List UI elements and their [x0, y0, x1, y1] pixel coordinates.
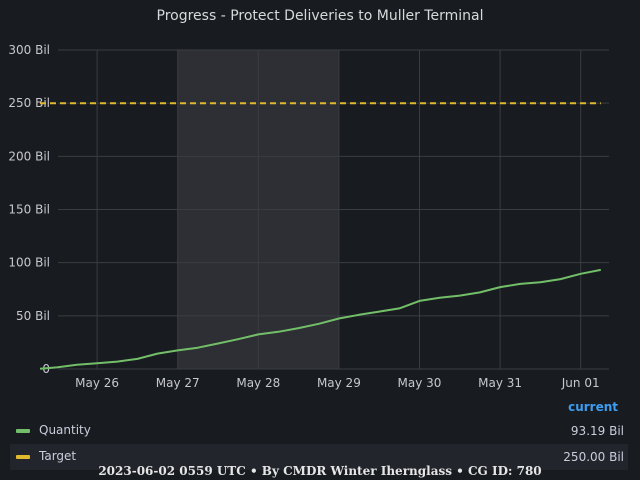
x-tick-label: May 30: [398, 376, 442, 390]
x-tick-label: May 27: [156, 376, 200, 390]
legend-value: 93.19 Bil: [570, 424, 624, 438]
chart-title: Progress - Protect Deliveries to Muller …: [156, 8, 484, 24]
legend-value: 250.00 Bil: [563, 450, 624, 464]
x-tick-label: May 28: [236, 376, 280, 390]
legend-label: Target: [39, 449, 77, 463]
legend-current-header[interactable]: current: [568, 400, 618, 414]
x-tick-label: May 26: [75, 376, 119, 390]
x-tick-label: Jun 01: [561, 376, 600, 390]
x-tick-label: May 31: [478, 376, 522, 390]
y-tick-label: 250 Bil: [8, 96, 50, 110]
y-tick-label: 100 Bil: [8, 256, 50, 270]
y-tick-label: 50 Bil: [16, 309, 50, 323]
y-tick-label: 300 Bil: [8, 43, 50, 57]
y-tick-label: 200 Bil: [8, 149, 50, 163]
legend-swatch-quantity: [16, 429, 30, 433]
legend-label: Quantity: [39, 423, 91, 437]
legend-item-quantity[interactable]: Quantity 93.19 Bil: [10, 418, 628, 444]
x-tick-label: May 29: [317, 376, 361, 390]
y-tick-label: 150 Bil: [8, 203, 50, 217]
legend-item-target[interactable]: Target 250.00 Bil: [10, 444, 628, 470]
legend-swatch-target: [16, 455, 30, 459]
series-line-quantity: [39, 268, 601, 370]
footer-caption: 2023-06-02 0559 UTC • By CMDR Winter Ihe…: [98, 464, 542, 478]
